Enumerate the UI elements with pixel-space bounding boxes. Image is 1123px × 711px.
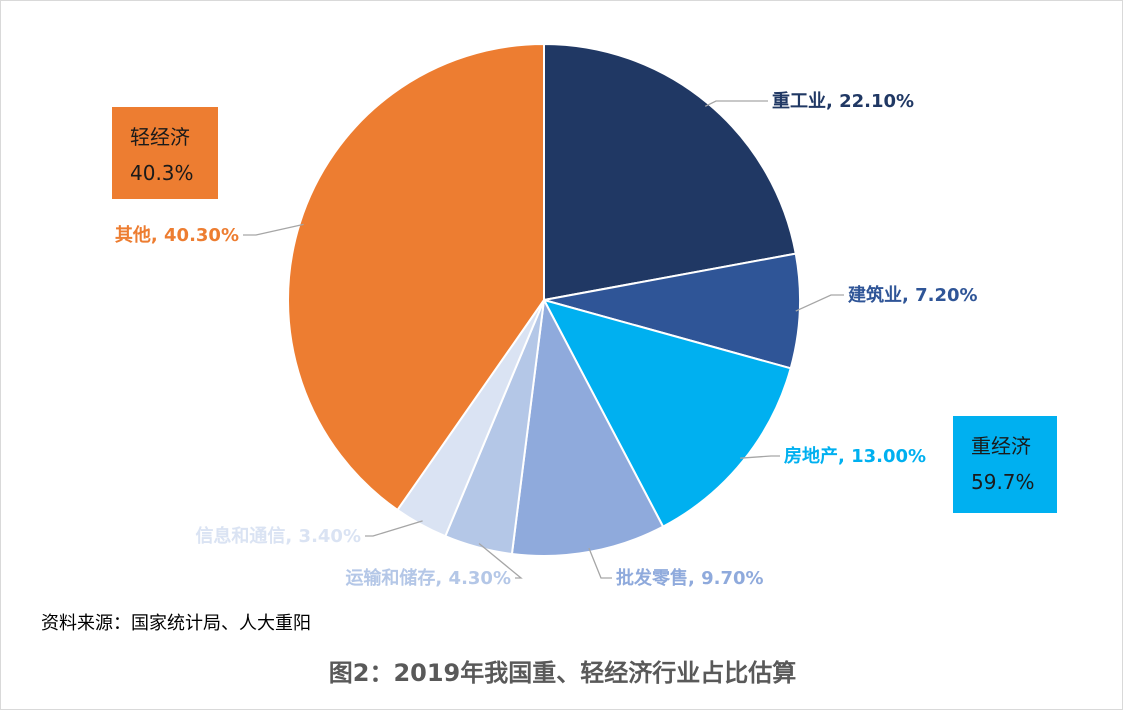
slice-label-2: 建筑业, 7.20%	[848, 284, 978, 306]
heavy-economy-box: 重经济 59.7%	[953, 416, 1057, 513]
leader-line-3	[740, 455, 780, 459]
light-economy-name: 轻经济	[130, 125, 190, 149]
slice-label-4: 批发零售, 9.70%	[616, 567, 764, 589]
slice-label-7: 其他, 40.30%	[115, 224, 239, 246]
pie-slice-2	[543, 252, 801, 370]
leader-line-6	[365, 520, 423, 537]
light-economy-box: 轻经济 40.3%	[112, 107, 218, 199]
source-note: 资料来源：国家统计局、人大重阳	[41, 613, 311, 634]
slice-label-6: 信息和通信, 3.40%	[195, 525, 361, 547]
chart-title: 图2：2019年我国重、轻经济行业占比估算	[328, 659, 797, 687]
pie-slice-7	[287, 42, 545, 512]
slice-label-5: 运输和储存, 4.30%	[345, 567, 511, 589]
pie-slice-1	[543, 42, 797, 302]
slice-label-3: 房地产, 13.00%	[784, 445, 926, 467]
pie-slice-4	[510, 296, 665, 557]
leader-line-1	[704, 100, 768, 107]
heavy-economy-value: 59.7%	[971, 470, 1035, 494]
leader-line-7	[243, 223, 304, 236]
pie-slice-3	[542, 298, 792, 528]
leader-line-5	[478, 542, 523, 579]
leader-line-2	[795, 294, 844, 312]
slice-label-1: 重工业, 22.10%	[772, 90, 914, 112]
heavy-economy-name: 重经济	[971, 434, 1031, 458]
light-economy-value: 40.3%	[130, 161, 194, 185]
leader-line-4	[588, 547, 612, 579]
